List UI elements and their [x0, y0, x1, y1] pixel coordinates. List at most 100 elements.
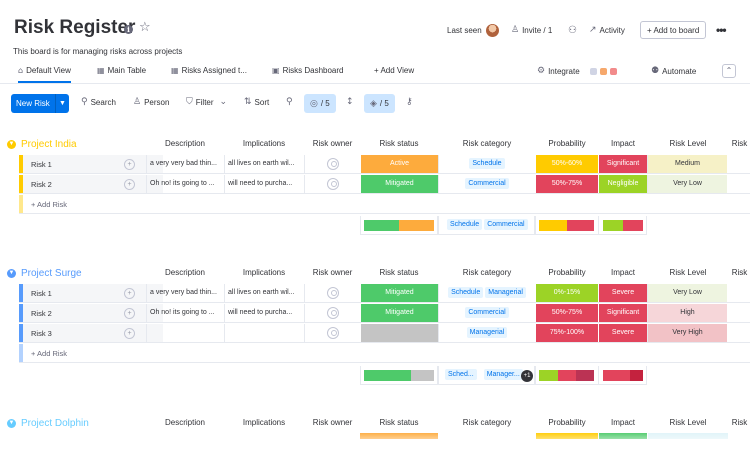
- add-update-icon[interactable]: +: [124, 328, 135, 339]
- category-summary[interactable]: Schedule Commercial: [446, 219, 529, 230]
- probability-summary-bar[interactable]: [539, 370, 594, 381]
- description-cell[interactable]: a very very bad thin...: [146, 155, 224, 173]
- col-header-risk-level[interactable]: Risk Level: [669, 268, 707, 277]
- col-header-description[interactable]: Description: [164, 139, 205, 148]
- impact-cell[interactable]: Severe: [598, 284, 647, 302]
- pin-icon[interactable]: ⚲: [286, 97, 293, 107]
- tab-main-table[interactable]: ▦ Main Table: [97, 66, 146, 75]
- search-button[interactable]: ⚲ Search: [81, 97, 116, 107]
- description-cell[interactable]: [146, 324, 224, 342]
- owner-cell[interactable]: [304, 155, 360, 173]
- implications-cell[interactable]: [224, 324, 304, 342]
- col-header-risk-status[interactable]: Risk status: [379, 418, 419, 427]
- group-title[interactable]: ▼ Project Dolphin: [7, 416, 89, 430]
- add-update-icon[interactable]: +: [124, 179, 135, 190]
- description-cell[interactable]: a very very bad thin...: [146, 284, 224, 302]
- category-cell[interactable]: Schedule Managerial: [438, 284, 535, 302]
- group-name[interactable]: Project Dolphin: [21, 417, 89, 429]
- table-row[interactable]: Risk 1 + a very very bad thin... all liv…: [19, 284, 750, 303]
- group-name[interactable]: Project India: [21, 138, 77, 150]
- impact-cell[interactable]: Significant: [598, 155, 647, 173]
- impact-summary-bar[interactable]: [603, 370, 643, 381]
- col-header-risk-category[interactable]: Risk category: [462, 139, 512, 148]
- risk-level-cell[interactable]: Very Low: [647, 284, 727, 302]
- col-header-risk-owner[interactable]: Risk owner: [312, 418, 353, 427]
- hide-columns-button[interactable]: ◎ / 5: [304, 94, 336, 113]
- chevron-down-icon[interactable]: ▼: [7, 268, 16, 278]
- probability-cell[interactable]: 50%-75%: [535, 175, 598, 193]
- item-name[interactable]: Risk 2: [31, 309, 52, 318]
- probability-cell[interactable]: 50%-60%: [535, 155, 598, 173]
- activity-button[interactable]: ↗ Activity: [589, 21, 625, 39]
- item-name[interactable]: Risk 1: [31, 160, 52, 169]
- implications-cell[interactable]: all lives on earth wil...: [224, 155, 304, 173]
- col-header-implications[interactable]: Implications: [242, 139, 286, 148]
- board-description[interactable]: This board is for managing risks across …: [13, 47, 183, 56]
- col-header-description[interactable]: Description: [164, 268, 205, 277]
- col-header-impact[interactable]: Impact: [610, 418, 635, 427]
- board-title[interactable]: Risk Register: [14, 17, 136, 38]
- implications-cell[interactable]: all lives on earth wil...: [224, 284, 304, 302]
- category-cell[interactable]: Managerial: [438, 324, 535, 342]
- col-header-risk-status[interactable]: Risk status: [379, 139, 419, 148]
- table-row[interactable]: Risk 2 + Oh no! its going to ... will ne…: [19, 175, 750, 194]
- col-header-risk-level[interactable]: Risk Level: [669, 418, 707, 427]
- last-seen[interactable]: Last seen: [447, 21, 499, 39]
- automate-button[interactable]: ⚉ Automate: [651, 66, 696, 76]
- filter-button[interactable]: ⛉ Filter ⌄: [186, 97, 230, 107]
- table-row[interactable]: Risk 3 + Managerial 75%-100% Severe Very…: [19, 324, 750, 343]
- probability-cell[interactable]: 50%-75%: [535, 304, 598, 322]
- add-update-icon[interactable]: +: [124, 308, 135, 319]
- group-name[interactable]: Project Surge: [21, 267, 82, 279]
- item-name[interactable]: Risk 3: [31, 329, 52, 338]
- status-cell[interactable]: Mitigated: [360, 284, 438, 302]
- status-summary-bar[interactable]: [364, 220, 434, 231]
- avatar[interactable]: [485, 23, 499, 37]
- implications-cell[interactable]: will need to purcha...: [224, 304, 304, 322]
- impact-cell[interactable]: Severe: [598, 324, 647, 342]
- status-cell[interactable]: Active: [360, 155, 438, 173]
- add-item-label[interactable]: + Add Risk: [31, 200, 68, 209]
- owner-cell[interactable]: [304, 284, 360, 302]
- person-filter-button[interactable]: ♙ Person: [133, 97, 169, 107]
- star-icon[interactable]: ☆: [139, 20, 151, 35]
- col-header-impact[interactable]: Impact: [610, 268, 635, 277]
- col-header-implications[interactable]: Implications: [242, 418, 286, 427]
- col-header-risk[interactable]: Risk: [731, 139, 748, 148]
- more-tags-badge[interactable]: +1: [521, 370, 533, 382]
- col-header-impact[interactable]: Impact: [610, 139, 635, 148]
- chevron-down-icon[interactable]: ▼: [7, 139, 16, 149]
- tab-risks-assigned[interactable]: ▦ Risks Assigned t...: [171, 66, 247, 75]
- color-button[interactable]: ◈ / 5: [364, 94, 395, 113]
- col-header-probability[interactable]: Probability: [548, 139, 586, 148]
- description-cell[interactable]: Oh no! its going to ...: [146, 175, 224, 193]
- add-to-board-button[interactable]: + Add to board: [640, 21, 707, 39]
- category-cell[interactable]: Commercial: [438, 175, 535, 193]
- status-cell[interactable]: Mitigated: [360, 304, 438, 322]
- col-header-risk-status[interactable]: Risk status: [379, 268, 419, 277]
- col-header-risk[interactable]: Risk: [731, 418, 748, 427]
- owner-cell[interactable]: [304, 304, 360, 322]
- status-cell[interactable]: [360, 324, 438, 342]
- col-header-implications[interactable]: Implications: [242, 268, 286, 277]
- probability-cell[interactable]: 0%-15%: [535, 284, 598, 302]
- table-row[interactable]: Risk 1 + a very very bad thin... all liv…: [19, 155, 750, 174]
- col-header-probability[interactable]: Probability: [548, 268, 586, 277]
- sort-button[interactable]: ⇅ Sort: [244, 97, 269, 107]
- integrations-icon[interactable]: ⚇: [568, 24, 577, 36]
- category-cell[interactable]: Schedule: [438, 155, 535, 173]
- collapse-header-icon[interactable]: ⌃: [722, 64, 736, 78]
- owner-cell[interactable]: [304, 324, 360, 342]
- add-item-label[interactable]: + Add Risk: [31, 349, 68, 358]
- add-item-row[interactable]: + Add Risk: [19, 195, 750, 214]
- risk-level-cell[interactable]: Medium: [647, 155, 727, 173]
- chevron-down-icon[interactable]: ▼: [55, 94, 69, 113]
- probability-summary-bar[interactable]: [539, 220, 594, 231]
- owner-cell[interactable]: [304, 175, 360, 193]
- info-icon[interactable]: i: [124, 25, 133, 34]
- col-header-probability[interactable]: Probability: [548, 418, 586, 427]
- add-update-icon[interactable]: +: [124, 288, 135, 299]
- more-menu-icon[interactable]: •••: [716, 23, 727, 37]
- implications-cell[interactable]: will need to purcha...: [224, 175, 304, 193]
- status-summary-bar[interactable]: [364, 370, 434, 381]
